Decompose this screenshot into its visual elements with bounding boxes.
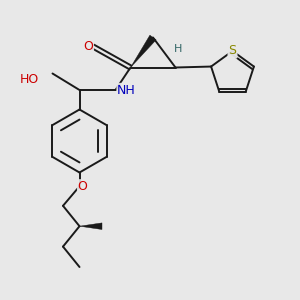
Text: S: S	[229, 44, 236, 58]
Polygon shape	[130, 35, 156, 68]
Text: H: H	[174, 44, 183, 55]
Text: NH: NH	[117, 83, 136, 97]
Text: HO: HO	[20, 73, 39, 86]
Text: O: O	[84, 40, 93, 53]
Polygon shape	[80, 223, 102, 230]
Text: O: O	[78, 180, 87, 193]
